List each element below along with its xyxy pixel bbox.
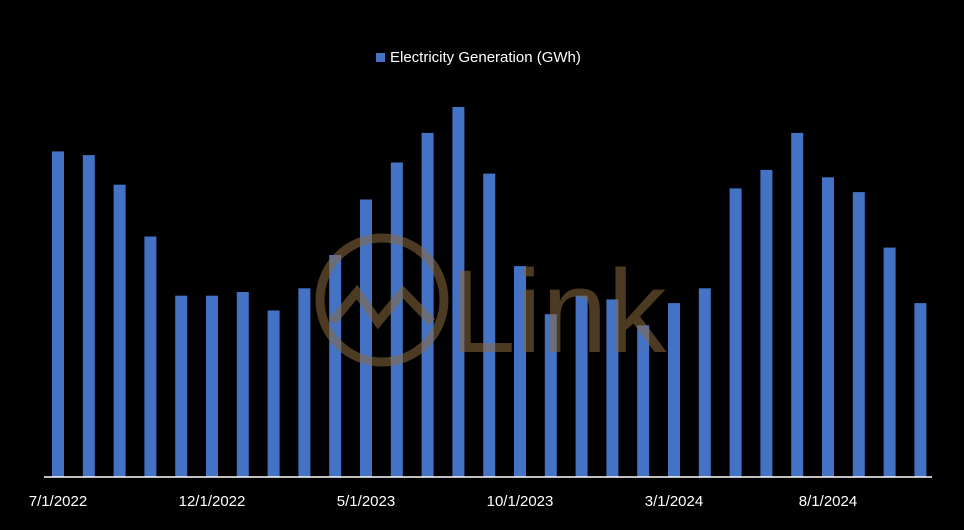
- bar-8-1-2024: [822, 177, 834, 478]
- x-tick-labels: 7/1/2022 12/1/2022 5/1/2023 10/1/2023 3/1/20…: [29, 493, 857, 510]
- bar-7-1-2022: [52, 151, 64, 477]
- watermark-logo: Link: [315, 233, 667, 378]
- bar-6-1-2024: [760, 169, 773, 477]
- legend-label: Electricity Generation (GWh): [390, 49, 581, 66]
- legend: Electricity Generation (GWh): [376, 49, 581, 66]
- bar-11-1-2024: [914, 303, 927, 477]
- x-tick-label-12-1-2022: 12/1/2022: [179, 493, 246, 510]
- bar-9-1-2024: [852, 192, 865, 477]
- bar-7-1-2023: [421, 132, 434, 477]
- bar-5-1-2023: [360, 199, 372, 477]
- bar-3-1-2023: [298, 288, 311, 477]
- x-tick-label-8-1-2024: 8/1/2024: [799, 493, 857, 510]
- legend-swatch: [376, 53, 385, 62]
- bar-11-1-2022: [175, 295, 188, 477]
- bar-12-1-2022: [206, 295, 218, 477]
- x-tick-label-3-1-2024: 3/1/2024: [645, 493, 703, 510]
- bar-7-1-2024: [791, 132, 804, 477]
- bar-6-1-2023: [390, 162, 403, 477]
- x-tick-label-7-1-2022: 7/1/2022: [29, 493, 87, 510]
- bar-3-1-2024: [668, 303, 680, 477]
- watermark-ring-icon: [315, 233, 449, 367]
- bar-5-1-2024: [729, 188, 742, 477]
- watermark-text: Link: [450, 246, 667, 378]
- bar-2-1-2024: [637, 325, 650, 477]
- bar-8-1-2023: [452, 107, 465, 477]
- bar-8-1-2022: [82, 155, 95, 477]
- bar-2-1-2023: [267, 310, 280, 477]
- bars-layer: [52, 107, 927, 478]
- bar-1-1-2024: [606, 299, 619, 477]
- bar-1-1-2023: [236, 292, 249, 477]
- bar-10-1-2022: [144, 236, 157, 477]
- bar-9-1-2023: [483, 173, 496, 477]
- bar-4-1-2023: [329, 255, 342, 477]
- bar-4-1-2024: [698, 288, 711, 477]
- x-tick-label-10-1-2023: 10/1/2023: [487, 493, 554, 510]
- x-tick-label-5-1-2023: 5/1/2023: [337, 493, 395, 510]
- bar-10-1-2023: [514, 266, 526, 477]
- watermark-mountain-icon: [328, 284, 436, 330]
- bar-12-1-2023: [575, 295, 588, 477]
- bar-11-1-2023: [544, 314, 557, 477]
- bar-9-1-2022: [113, 184, 126, 477]
- bar-10-1-2024: [883, 247, 896, 477]
